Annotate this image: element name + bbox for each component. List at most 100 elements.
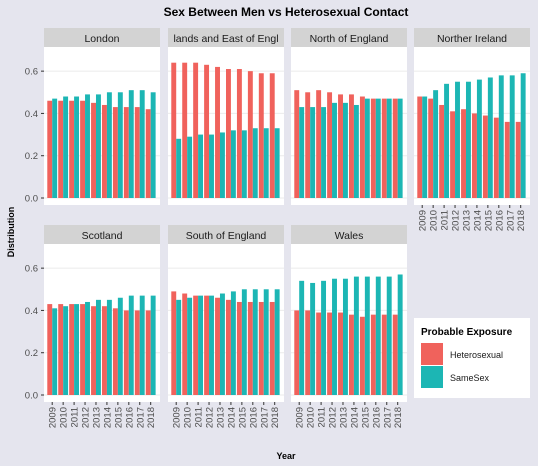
bar-heterosexual [370,98,376,198]
facet-strip [44,28,160,47]
bar-heterosexual [171,62,177,198]
bar-samesex [342,102,348,198]
x-tick-label: 2009 [295,407,306,428]
bar-samesex [209,295,214,395]
bar-samesex [444,83,450,198]
facet-strip-label: London [84,33,119,45]
bar-samesex [209,134,214,198]
bar-samesex [85,94,90,198]
x-tick-label: 2013 [461,210,472,231]
y-axis-title: Distribution [6,207,16,258]
bar-heterosexual [504,121,510,198]
bar-samesex [74,304,80,395]
bar-samesex [509,75,515,198]
bar-heterosexual [182,62,188,198]
bar-heterosexual [182,293,188,395]
bar-heterosexual [269,73,275,198]
legend-label: SameSex [450,373,490,383]
y-tick-label: 0.6 [25,67,38,78]
bar-samesex [106,299,112,395]
facet-strip [291,225,407,244]
facet-panel: Scotland 0.0 0.2 0.4 0.6 2009 2010 2011 2012 2013… [25,225,160,428]
facet-strip-label: lands and East of Engl [173,33,278,45]
bar-samesex [176,299,182,395]
bar-heterosexual [215,66,220,199]
x-tick-label: 2014 [349,407,360,428]
bar-heterosexual [171,291,177,395]
bar-samesex [375,98,381,198]
bar-samesex [455,81,460,198]
x-tick-label: 2010 [59,407,70,428]
bar-heterosexual [472,113,477,198]
x-tick-label: 2016 [124,407,135,428]
facet-panel: lands and East of Engl [168,28,284,205]
bar-heterosexual [359,96,365,198]
x-tick-label: 2014 [102,407,113,428]
bar-heterosexual [204,295,210,395]
x-tick-label: 2015 [237,407,248,428]
legend-title: Probable Exposure [421,327,513,338]
bar-heterosexual [47,304,53,395]
bar-samesex [252,128,258,198]
x-tick-label: 2015 [113,407,124,428]
x-tick-label: 2016 [494,210,505,231]
bar-samesex [198,134,204,198]
facet-strip-label: Scotland [82,230,123,242]
x-tick-label: 2010 [429,210,440,231]
x-tick-label: 2014 [472,210,483,231]
x-tick-label: 2017 [505,210,516,231]
bar-heterosexual [204,64,210,198]
bar-samesex [364,276,370,395]
x-tick-label: 2015 [483,210,494,231]
bar-heterosexual [258,301,264,395]
x-tick-label: 2012 [451,210,462,231]
bar-samesex [332,102,337,198]
facet-strip-label: South of England [186,230,267,242]
x-tick-label: 2010 [306,407,317,428]
x-tick-label: 2009 [172,407,183,428]
y-tick-label: 0.0 [25,194,38,205]
bar-heterosexual [47,100,53,198]
bar-samesex [63,96,69,198]
bar-samesex [321,280,327,395]
bar-samesex [364,98,370,198]
bar-samesex [106,92,112,198]
x-tick-label: 2016 [248,407,259,428]
bar-heterosexual [305,92,311,198]
bar-heterosexual [226,299,231,395]
bar-heterosexual [69,304,75,395]
bar-samesex [74,96,80,198]
facet-strip [168,28,284,47]
bar-samesex [150,295,156,395]
bar-heterosexual [91,102,96,198]
x-tick-label: 2013 [91,407,102,428]
x-tick-label: 2017 [135,407,146,428]
bar-heterosexual [493,117,499,198]
bar-heterosexual [226,69,231,199]
bar-heterosexual [370,314,376,395]
bar-heterosexual [269,301,275,395]
bar-samesex [397,98,403,198]
bar-heterosexual [236,301,242,395]
bar-samesex [95,94,101,198]
bar-samesex [299,107,305,198]
bar-heterosexual [58,304,64,395]
bar-heterosexual [102,306,107,395]
bar-samesex [274,128,280,198]
bar-samesex [176,138,182,198]
x-tick-label: 2009 [418,210,429,231]
bar-samesex [386,276,392,395]
x-tick-label: 2012 [205,407,216,428]
bar-heterosexual [215,297,220,395]
facet-strip-label: North of England [310,33,389,45]
bar-heterosexual [316,312,322,395]
bar-samesex [85,301,90,395]
y-tick-label: 0.2 [25,151,38,162]
bar-samesex [342,278,348,395]
bar-samesex [139,295,145,395]
x-tick-label: 2015 [360,407,371,428]
bar-heterosexual [461,109,466,198]
bar-heterosexual [417,96,423,198]
